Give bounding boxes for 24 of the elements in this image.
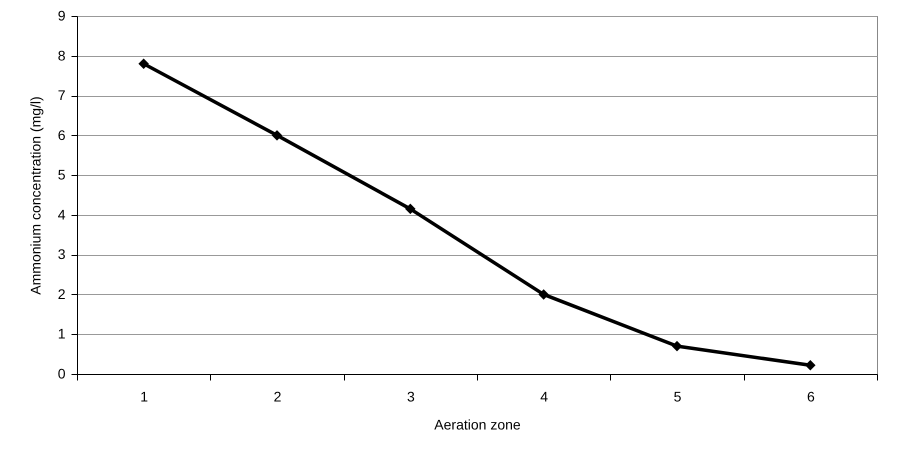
point — [138, 58, 149, 69]
y-tick-label: 5 — [58, 166, 66, 183]
y-axis-title: Ammonium concentration (mg/l) — [28, 96, 44, 295]
x-axis-title: Aeration zone — [434, 416, 521, 432]
x-tick-label: 6 — [806, 388, 815, 404]
point — [272, 130, 282, 141]
x-tick-label: 1 — [140, 388, 148, 404]
x-tick-label: 4 — [540, 388, 548, 404]
point — [672, 340, 682, 352]
y-tick-label: 9 — [58, 8, 66, 24]
point — [538, 289, 549, 300]
y-tick-label: 6 — [58, 126, 66, 143]
y-tick-label: 1 — [58, 326, 66, 342]
y-tick-label: 2 — [58, 286, 66, 302]
point — [805, 360, 816, 370]
x-tick-label: 3 — [406, 388, 415, 404]
y-tick-label: 4 — [58, 206, 66, 222]
x-tick-label: 2 — [274, 388, 282, 404]
y-tick-label: 7 — [58, 87, 66, 104]
y-tick-label: 8 — [58, 47, 66, 64]
y-tick-label: 3 — [58, 246, 66, 262]
point — [405, 204, 416, 214]
y-tick-label: 0 — [58, 366, 66, 382]
x-tick-label: 5 — [674, 388, 682, 404]
